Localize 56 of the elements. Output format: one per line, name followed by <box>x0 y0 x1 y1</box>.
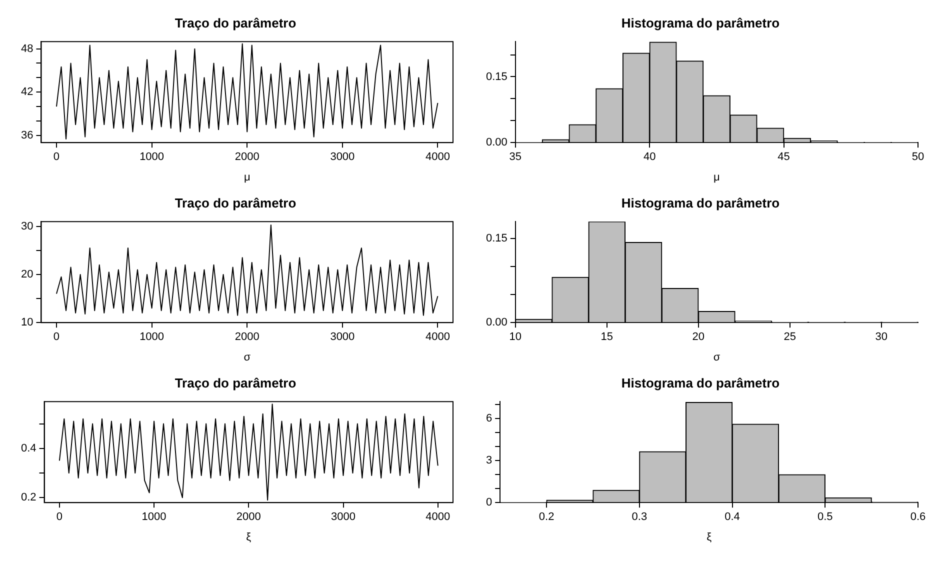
y-tick-label: 0.00 <box>486 316 508 329</box>
x-tick-label: 1000 <box>140 151 164 164</box>
x-tick-label: 0.5 <box>817 511 833 524</box>
x-tick-label: 2000 <box>234 151 260 164</box>
x-tick-label: 40 <box>643 151 656 164</box>
y-tick-label: 42 <box>20 86 34 98</box>
chart-title: Histograma do parâmetro <box>621 195 780 210</box>
x-axis-title: σ <box>244 351 251 364</box>
x-tick-label: 0 <box>53 151 60 164</box>
x-tick-label: 0 <box>53 331 60 344</box>
x-tick-label: 0.6 <box>910 511 926 524</box>
y-tick-label: 0.15 <box>486 232 508 244</box>
chart-title: Traço do parâmetro <box>174 375 296 390</box>
y-tick-label: 30 <box>20 220 34 232</box>
y-tick-label: 20 <box>20 268 34 281</box>
x-tick-label: 0 <box>56 511 62 524</box>
x-tick-label: 2000 <box>234 331 260 344</box>
y-tick-label: 6 <box>486 412 492 424</box>
y-tick-label: 36 <box>20 129 34 142</box>
x-axis-title: μ <box>244 171 250 184</box>
x-tick-label: 35 <box>509 151 522 164</box>
x-tick-label: 30 <box>875 331 888 344</box>
y-tick-label: 0.4 <box>20 442 36 454</box>
x-tick-label: 0.4 <box>724 511 740 524</box>
x-axis-title: ξ <box>246 531 252 544</box>
chart-title: Traço do parâmetro <box>174 15 296 30</box>
y-tick-label: 3 <box>486 454 492 467</box>
x-tick-label: 4000 <box>426 511 450 524</box>
x-tick-label: 3000 <box>330 331 355 344</box>
x-axis-title: ξ <box>706 531 712 544</box>
chart-title: Traço do parâmetro <box>174 195 296 210</box>
x-tick-label: 4000 <box>426 151 450 164</box>
x-tick-label: 15 <box>600 331 614 344</box>
chart-title: Histograma do parâmetro <box>621 375 780 390</box>
chart-title: Histograma do parâmetro <box>621 15 780 30</box>
x-tick-label: 50 <box>912 151 924 164</box>
y-tick-label: 0.15 <box>486 70 508 83</box>
x-tick-label: 2000 <box>236 511 261 524</box>
x-tick-label: 3000 <box>331 511 356 524</box>
x-tick-label: 4000 <box>426 331 450 344</box>
x-tick-label: 1000 <box>142 511 166 524</box>
y-tick-label: 0.00 <box>486 136 508 149</box>
x-tick-label: 20 <box>692 331 705 344</box>
x-tick-label: 1000 <box>140 331 164 344</box>
y-tick-label: 10 <box>20 316 34 329</box>
x-axis-title: μ <box>714 171 720 184</box>
x-tick-label: 3000 <box>330 151 355 164</box>
x-tick-label: 10 <box>509 331 522 344</box>
x-axis-title: σ <box>713 351 720 364</box>
x-tick-label: 0.3 <box>632 511 648 524</box>
y-tick-label: 0 <box>486 496 492 509</box>
x-tick-label: 25 <box>784 331 796 344</box>
y-tick-label: 0.2 <box>20 492 36 504</box>
x-tick-label: 0.2 <box>538 511 554 524</box>
y-tick-label: 48 <box>20 42 34 55</box>
x-tick-label: 45 <box>778 151 790 164</box>
